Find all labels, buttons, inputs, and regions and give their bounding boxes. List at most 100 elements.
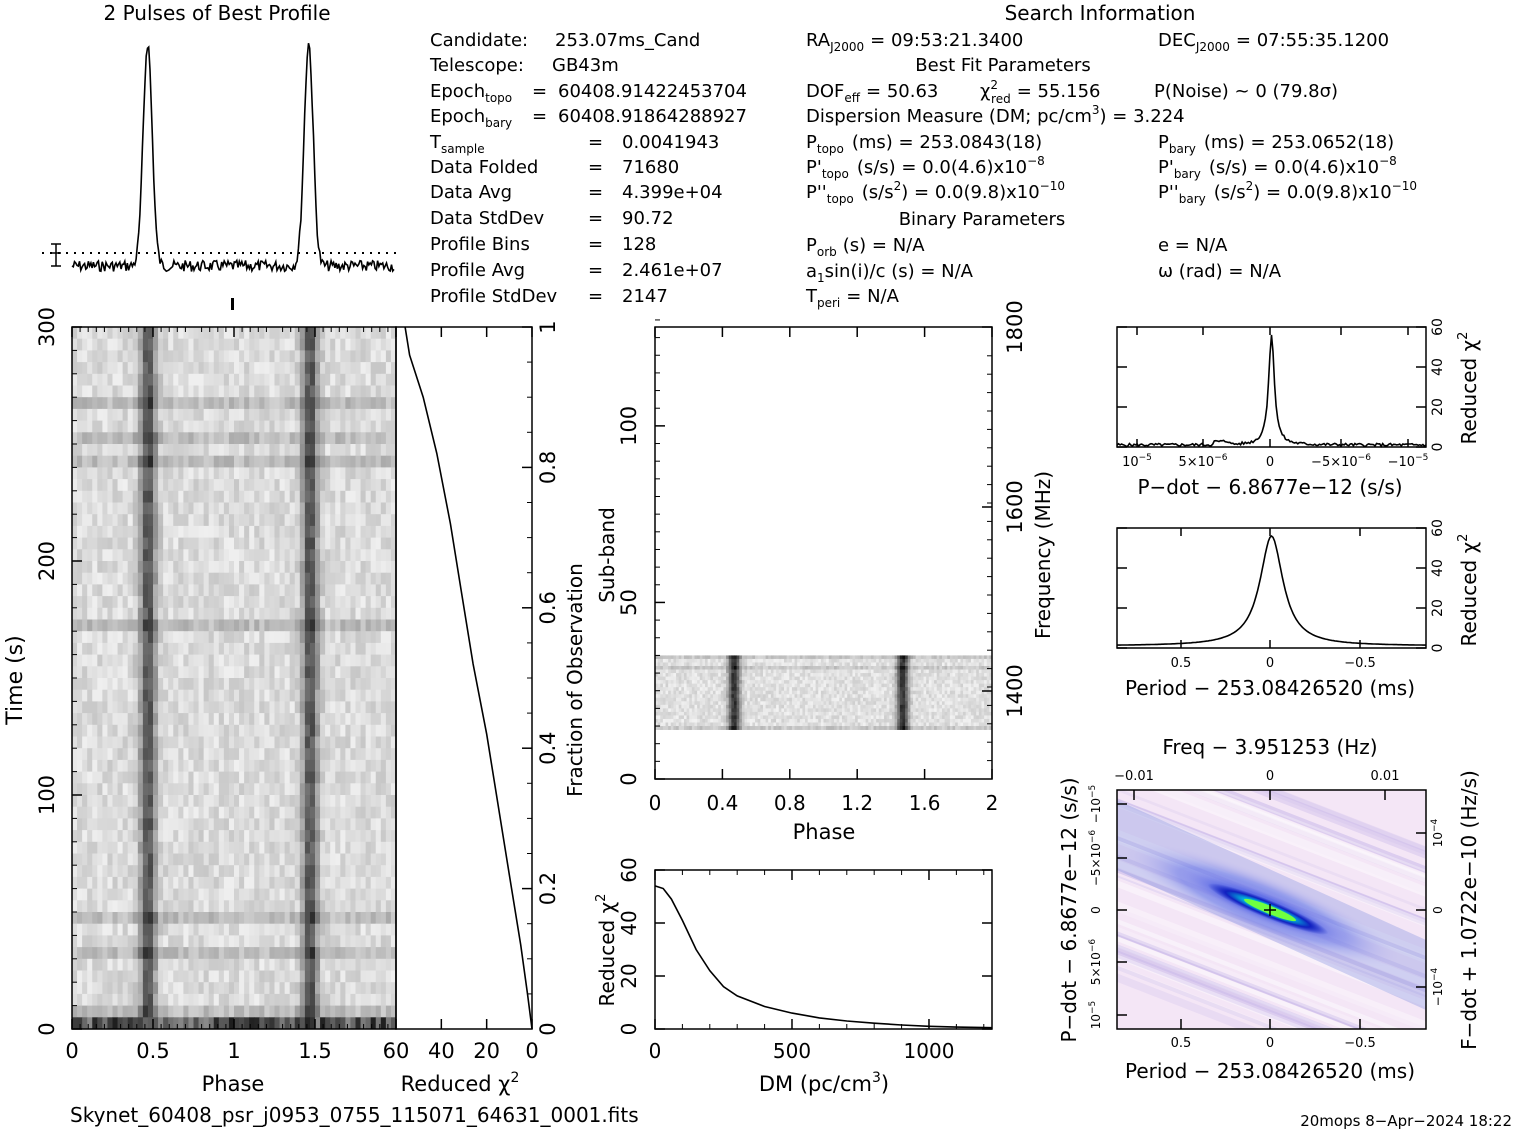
time-phase-cell [218, 373, 225, 386]
time-phase-cell [254, 408, 260, 421]
time-phase-cell [97, 1017, 103, 1030]
time-phase-cell [289, 888, 296, 901]
time-phase-cell [193, 947, 199, 960]
subband-cell [689, 658, 693, 663]
subband-cell [847, 673, 851, 677]
time-phase-cell [198, 338, 205, 351]
subband-cell [865, 662, 869, 667]
time-phase-cell [345, 654, 351, 667]
time-phase-cell [330, 888, 336, 901]
time-phase-cell [370, 771, 377, 784]
time-phase-cell [244, 993, 250, 1006]
time-phase-cell [380, 736, 387, 749]
subband-cell [886, 673, 890, 677]
time-phase-cell [335, 888, 341, 901]
time-phase-cell [198, 327, 205, 340]
subband-cell [870, 669, 874, 674]
time-phase-cell [198, 467, 205, 480]
time-phase-cell [218, 408, 225, 421]
time-phase-cell [173, 619, 179, 632]
time-phase-cell [77, 771, 83, 784]
subband-cell [855, 676, 859, 681]
time-phase-cell [137, 596, 144, 609]
subband-cell [820, 669, 824, 674]
time-phase-cell [223, 947, 230, 960]
time-phase-cell [335, 993, 341, 1006]
subband-cell [660, 658, 664, 663]
time-phase-cell [223, 607, 230, 620]
time-phase-cell [335, 912, 341, 925]
time-phase-cell [345, 759, 351, 772]
time-phase-cell [228, 561, 235, 574]
subband-cell [765, 666, 769, 670]
time-phase-cell [122, 993, 129, 1006]
time-phase-cell [77, 572, 83, 585]
time-phase-cell [198, 724, 205, 737]
time-phase-cell [193, 818, 199, 831]
time-phase-cell [203, 561, 210, 574]
subband-cell [981, 662, 985, 667]
subband-cell [655, 673, 659, 677]
subband-cell [986, 658, 990, 663]
time-phase-cell [234, 958, 240, 971]
time-phase-cell [218, 537, 225, 550]
subband-cell [723, 680, 727, 685]
time-phase-cell [87, 724, 93, 737]
time-phase-cell [370, 1017, 377, 1030]
subband-cell [960, 676, 964, 681]
subband-cell [855, 662, 859, 667]
subband-cell [755, 680, 759, 685]
time-phase-cell [183, 923, 189, 936]
time-phase-cell [259, 724, 265, 737]
time-phase-cell [365, 385, 372, 398]
time-phase-cell [234, 783, 240, 796]
time-phase-cell [193, 724, 199, 737]
time-phase-cell [234, 385, 240, 398]
time-phase-cell [320, 607, 326, 620]
subband-cell [655, 658, 659, 663]
time-phase-cell [289, 397, 296, 410]
time-phase-cell [325, 502, 331, 515]
time-phase-cell [168, 549, 174, 562]
subband-cell [831, 673, 835, 677]
time-phase-cell [77, 935, 83, 948]
time-phase-cell [325, 1017, 331, 1030]
time-phase-cell [239, 479, 245, 492]
time-phase-cell [137, 584, 144, 597]
subband-cell [926, 666, 930, 670]
time-phase-cell [137, 912, 144, 925]
time-phase-cell [147, 923, 154, 936]
time-phase-cell [264, 444, 270, 457]
time-phase-cell [254, 923, 260, 936]
subband-cell [794, 673, 798, 677]
time-phase-cell [132, 514, 139, 527]
time-phase-cell [370, 619, 377, 632]
time-phase-cell [244, 724, 250, 737]
time-phase-cell [203, 982, 210, 995]
time-phase-cell [203, 993, 210, 1006]
time-phase-cell [213, 397, 220, 410]
time-phase-cell [254, 525, 260, 538]
subband-cell [723, 658, 727, 663]
time-phase-cell [193, 830, 199, 843]
time-phase-cell [335, 935, 341, 948]
time-phase-cell [77, 701, 83, 714]
time-phase-cell [320, 888, 326, 901]
time-phase-cell [127, 327, 134, 340]
time-phase-cell [309, 432, 316, 445]
time-phase-cell [198, 876, 205, 889]
time-phase-cell [163, 724, 169, 737]
time-phase-cell [249, 713, 255, 726]
time-phase-cell [259, 982, 265, 995]
subband-cell [973, 666, 977, 670]
time-phase-cell [112, 900, 118, 913]
time-phase-cell [223, 467, 230, 480]
subband-cell [694, 655, 698, 660]
time-phase-cell [304, 678, 311, 691]
time-phase-cell [259, 596, 265, 609]
time-phase-cell [315, 455, 321, 468]
time-phase-cell [163, 432, 169, 445]
time-phase-cell [218, 958, 225, 971]
time-phase-cell [92, 619, 98, 632]
time-phase-cell [223, 724, 230, 737]
